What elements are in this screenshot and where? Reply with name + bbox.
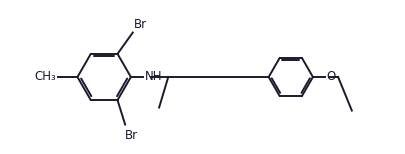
Text: Br: Br <box>125 129 138 142</box>
Text: O: O <box>327 71 336 83</box>
Text: NH: NH <box>145 71 162 83</box>
Text: Br: Br <box>134 18 147 31</box>
Text: CH₃: CH₃ <box>34 71 56 83</box>
